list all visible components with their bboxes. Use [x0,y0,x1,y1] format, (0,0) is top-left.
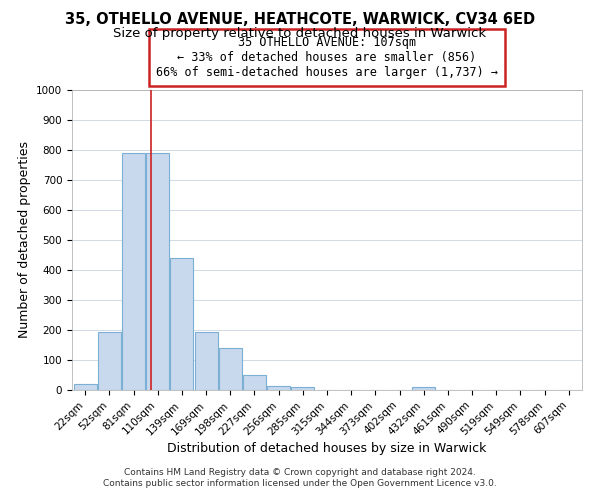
Text: 35, OTHELLO AVENUE, HEATHCOTE, WARWICK, CV34 6ED: 35, OTHELLO AVENUE, HEATHCOTE, WARWICK, … [65,12,535,28]
Bar [122,153,145,390]
Bar [292,387,314,390]
Bar [412,387,435,390]
Bar [98,332,121,390]
Bar [243,375,266,390]
Bar [74,384,97,390]
X-axis label: Distribution of detached houses by size in Warwick: Distribution of detached houses by size … [167,442,487,455]
Bar [219,348,242,390]
Bar [170,258,193,390]
Text: Size of property relative to detached houses in Warwick: Size of property relative to detached ho… [113,28,487,40]
Y-axis label: Number of detached properties: Number of detached properties [17,142,31,338]
Bar [267,386,290,390]
Text: 35 OTHELLO AVENUE: 107sqm
← 33% of detached houses are smaller (856)
66% of semi: 35 OTHELLO AVENUE: 107sqm ← 33% of detac… [156,36,498,79]
Bar [146,153,169,390]
Bar [194,332,218,390]
Text: Contains HM Land Registry data © Crown copyright and database right 2024.
Contai: Contains HM Land Registry data © Crown c… [103,468,497,487]
